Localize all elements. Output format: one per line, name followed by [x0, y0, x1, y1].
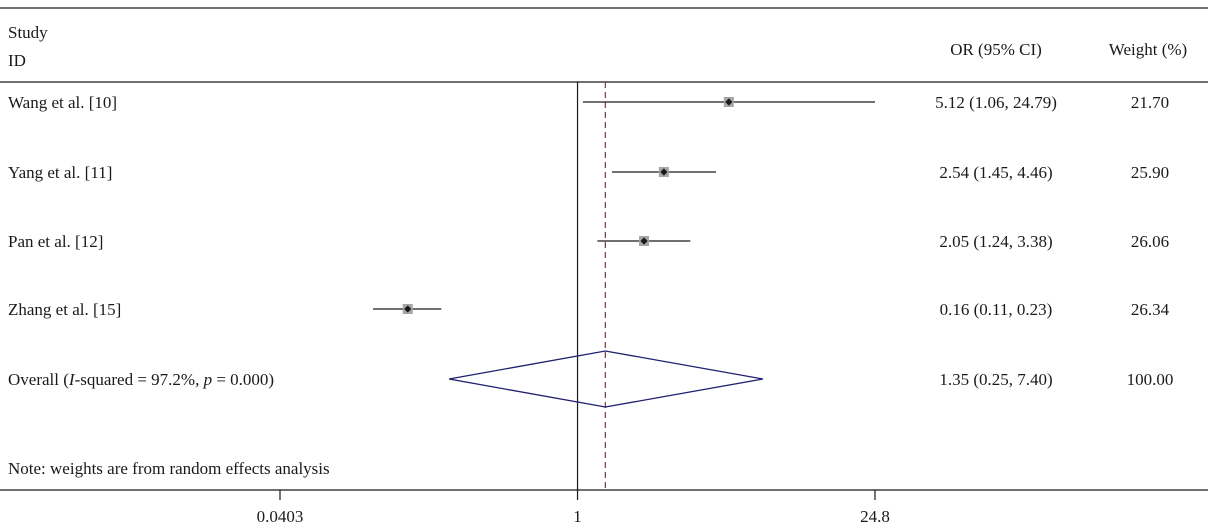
study-name: Yang et al. [11]	[8, 163, 112, 182]
weight-text: 25.90	[1131, 163, 1169, 182]
overall-label-i: I	[68, 370, 76, 389]
weight-text: 21.70	[1131, 93, 1169, 112]
study-rows: Wang et al. [10] 5.12 (1.06, 24.79) 21.70 Y…	[8, 93, 1170, 319]
overall-weight-text: 100.00	[1127, 370, 1174, 389]
study-row: Yang et al. [11] 2.54 (1.45, 4.46) 25.90	[8, 163, 1169, 182]
x-tick-label: 1	[573, 507, 582, 526]
study-name: Wang et al. [10]	[8, 93, 117, 112]
point-estimate	[640, 237, 648, 245]
study-row: Wang et al. [10] 5.12 (1.06, 24.79) 21.70	[8, 93, 1169, 112]
x-tick-label: 0.0403	[257, 507, 304, 526]
header-id: ID	[8, 51, 26, 70]
weight-text: 26.06	[1131, 232, 1169, 251]
header-study: Study	[8, 23, 48, 42]
overall-label: Overall (I-squared = 97.2%, p = 0.000)	[8, 370, 274, 389]
header-weight: Weight (%)	[1109, 40, 1187, 59]
or-ci-text: 0.16 (0.11, 0.23)	[940, 300, 1053, 319]
header-or: OR (95% CI)	[950, 40, 1042, 59]
study-row: Zhang et al. [15] 0.16 (0.11, 0.23) 26.34	[8, 300, 1170, 319]
point-estimate	[660, 168, 668, 176]
overall-or-text: 1.35 (0.25, 7.40)	[939, 370, 1052, 389]
study-name: Pan et al. [12]	[8, 232, 103, 251]
footnote: Note: weights are from random effects an…	[8, 459, 330, 478]
x-axis: 0.0403 1 24.8	[257, 490, 890, 526]
or-ci-text: 2.54 (1.45, 4.46)	[939, 163, 1052, 182]
study-name: Zhang et al. [15]	[8, 300, 121, 319]
overall-label-suffix: = 0.000)	[212, 370, 274, 389]
study-row: Pan et al. [12] 2.05 (1.24, 3.38) 26.06	[8, 232, 1169, 251]
overall-label-prefix: Overall (	[8, 370, 69, 389]
point-estimate	[725, 98, 733, 106]
overall-label-p: p	[203, 370, 213, 389]
point-estimate	[404, 305, 412, 313]
or-ci-text: 5.12 (1.06, 24.79)	[935, 93, 1057, 112]
overall-label-middle: -squared = 97.2%,	[75, 370, 204, 389]
weight-text: 26.34	[1131, 300, 1170, 319]
overall-diamond	[448, 350, 764, 408]
x-tick-label: 24.8	[860, 507, 890, 526]
or-ci-text: 2.05 (1.24, 3.38)	[939, 232, 1052, 251]
